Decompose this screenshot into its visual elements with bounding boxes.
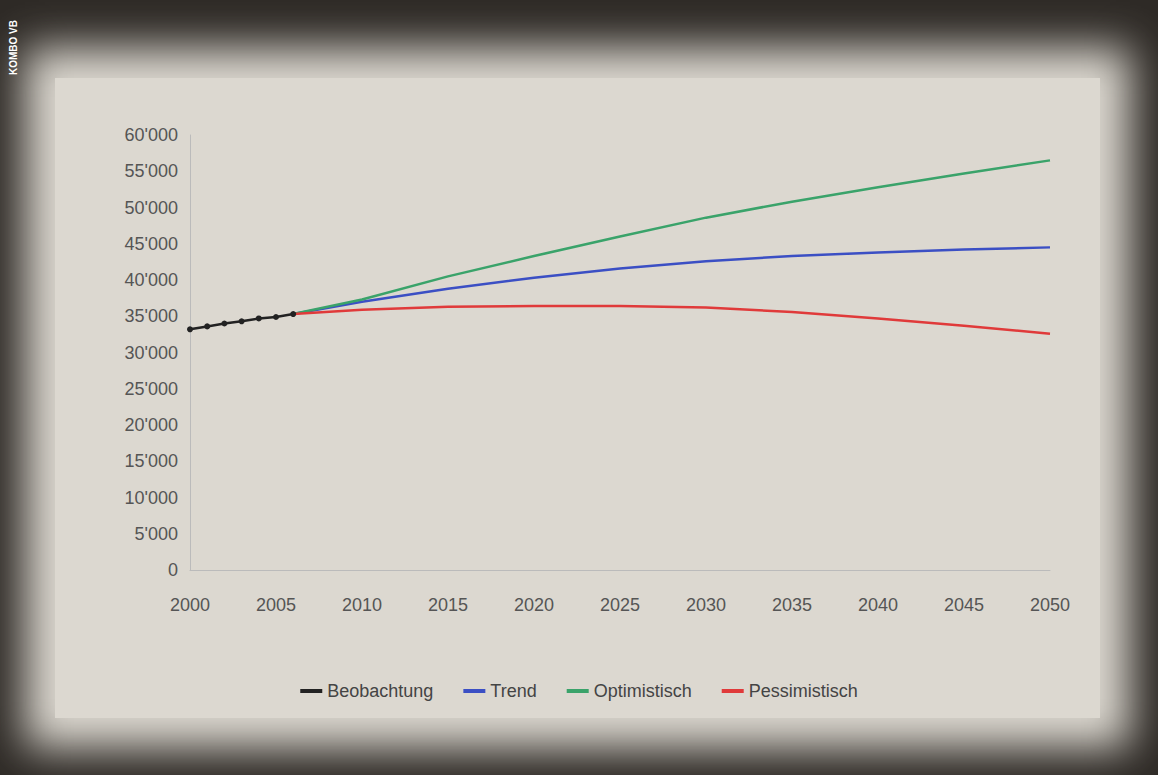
svg-text:40'000: 40'000 [125, 270, 179, 290]
svg-text:60'000: 60'000 [125, 125, 179, 145]
svg-text:2050: 2050 [1030, 595, 1070, 615]
svg-text:0: 0 [168, 560, 178, 580]
svg-text:2025: 2025 [600, 595, 640, 615]
svg-text:Beobachtung: Beobachtung [327, 681, 433, 701]
svg-text:30'000: 30'000 [125, 343, 179, 363]
svg-text:45'000: 45'000 [125, 234, 179, 254]
svg-text:20'000: 20'000 [125, 415, 179, 435]
svg-text:2030: 2030 [686, 595, 726, 615]
svg-text:55'000: 55'000 [125, 161, 179, 181]
svg-text:2040: 2040 [858, 595, 898, 615]
svg-text:2035: 2035 [772, 595, 812, 615]
svg-text:50'000: 50'000 [125, 198, 179, 218]
svg-text:2015: 2015 [428, 595, 468, 615]
svg-text:Trend: Trend [490, 681, 536, 701]
svg-text:Pessimistisch: Pessimistisch [749, 681, 858, 701]
svg-text:15'000: 15'000 [125, 451, 179, 471]
svg-text:10'000: 10'000 [125, 488, 179, 508]
svg-text:25'000: 25'000 [125, 379, 179, 399]
svg-text:KOMBO VB: KOMBO VB [8, 20, 19, 75]
svg-text:2020: 2020 [514, 595, 554, 615]
svg-text:2000: 2000 [170, 595, 210, 615]
svg-text:Optimistisch: Optimistisch [594, 681, 692, 701]
svg-text:2005: 2005 [256, 595, 296, 615]
svg-text:35'000: 35'000 [125, 306, 179, 326]
svg-text:5'000: 5'000 [135, 524, 178, 544]
svg-text:2045: 2045 [944, 595, 984, 615]
svg-text:2010: 2010 [342, 595, 382, 615]
